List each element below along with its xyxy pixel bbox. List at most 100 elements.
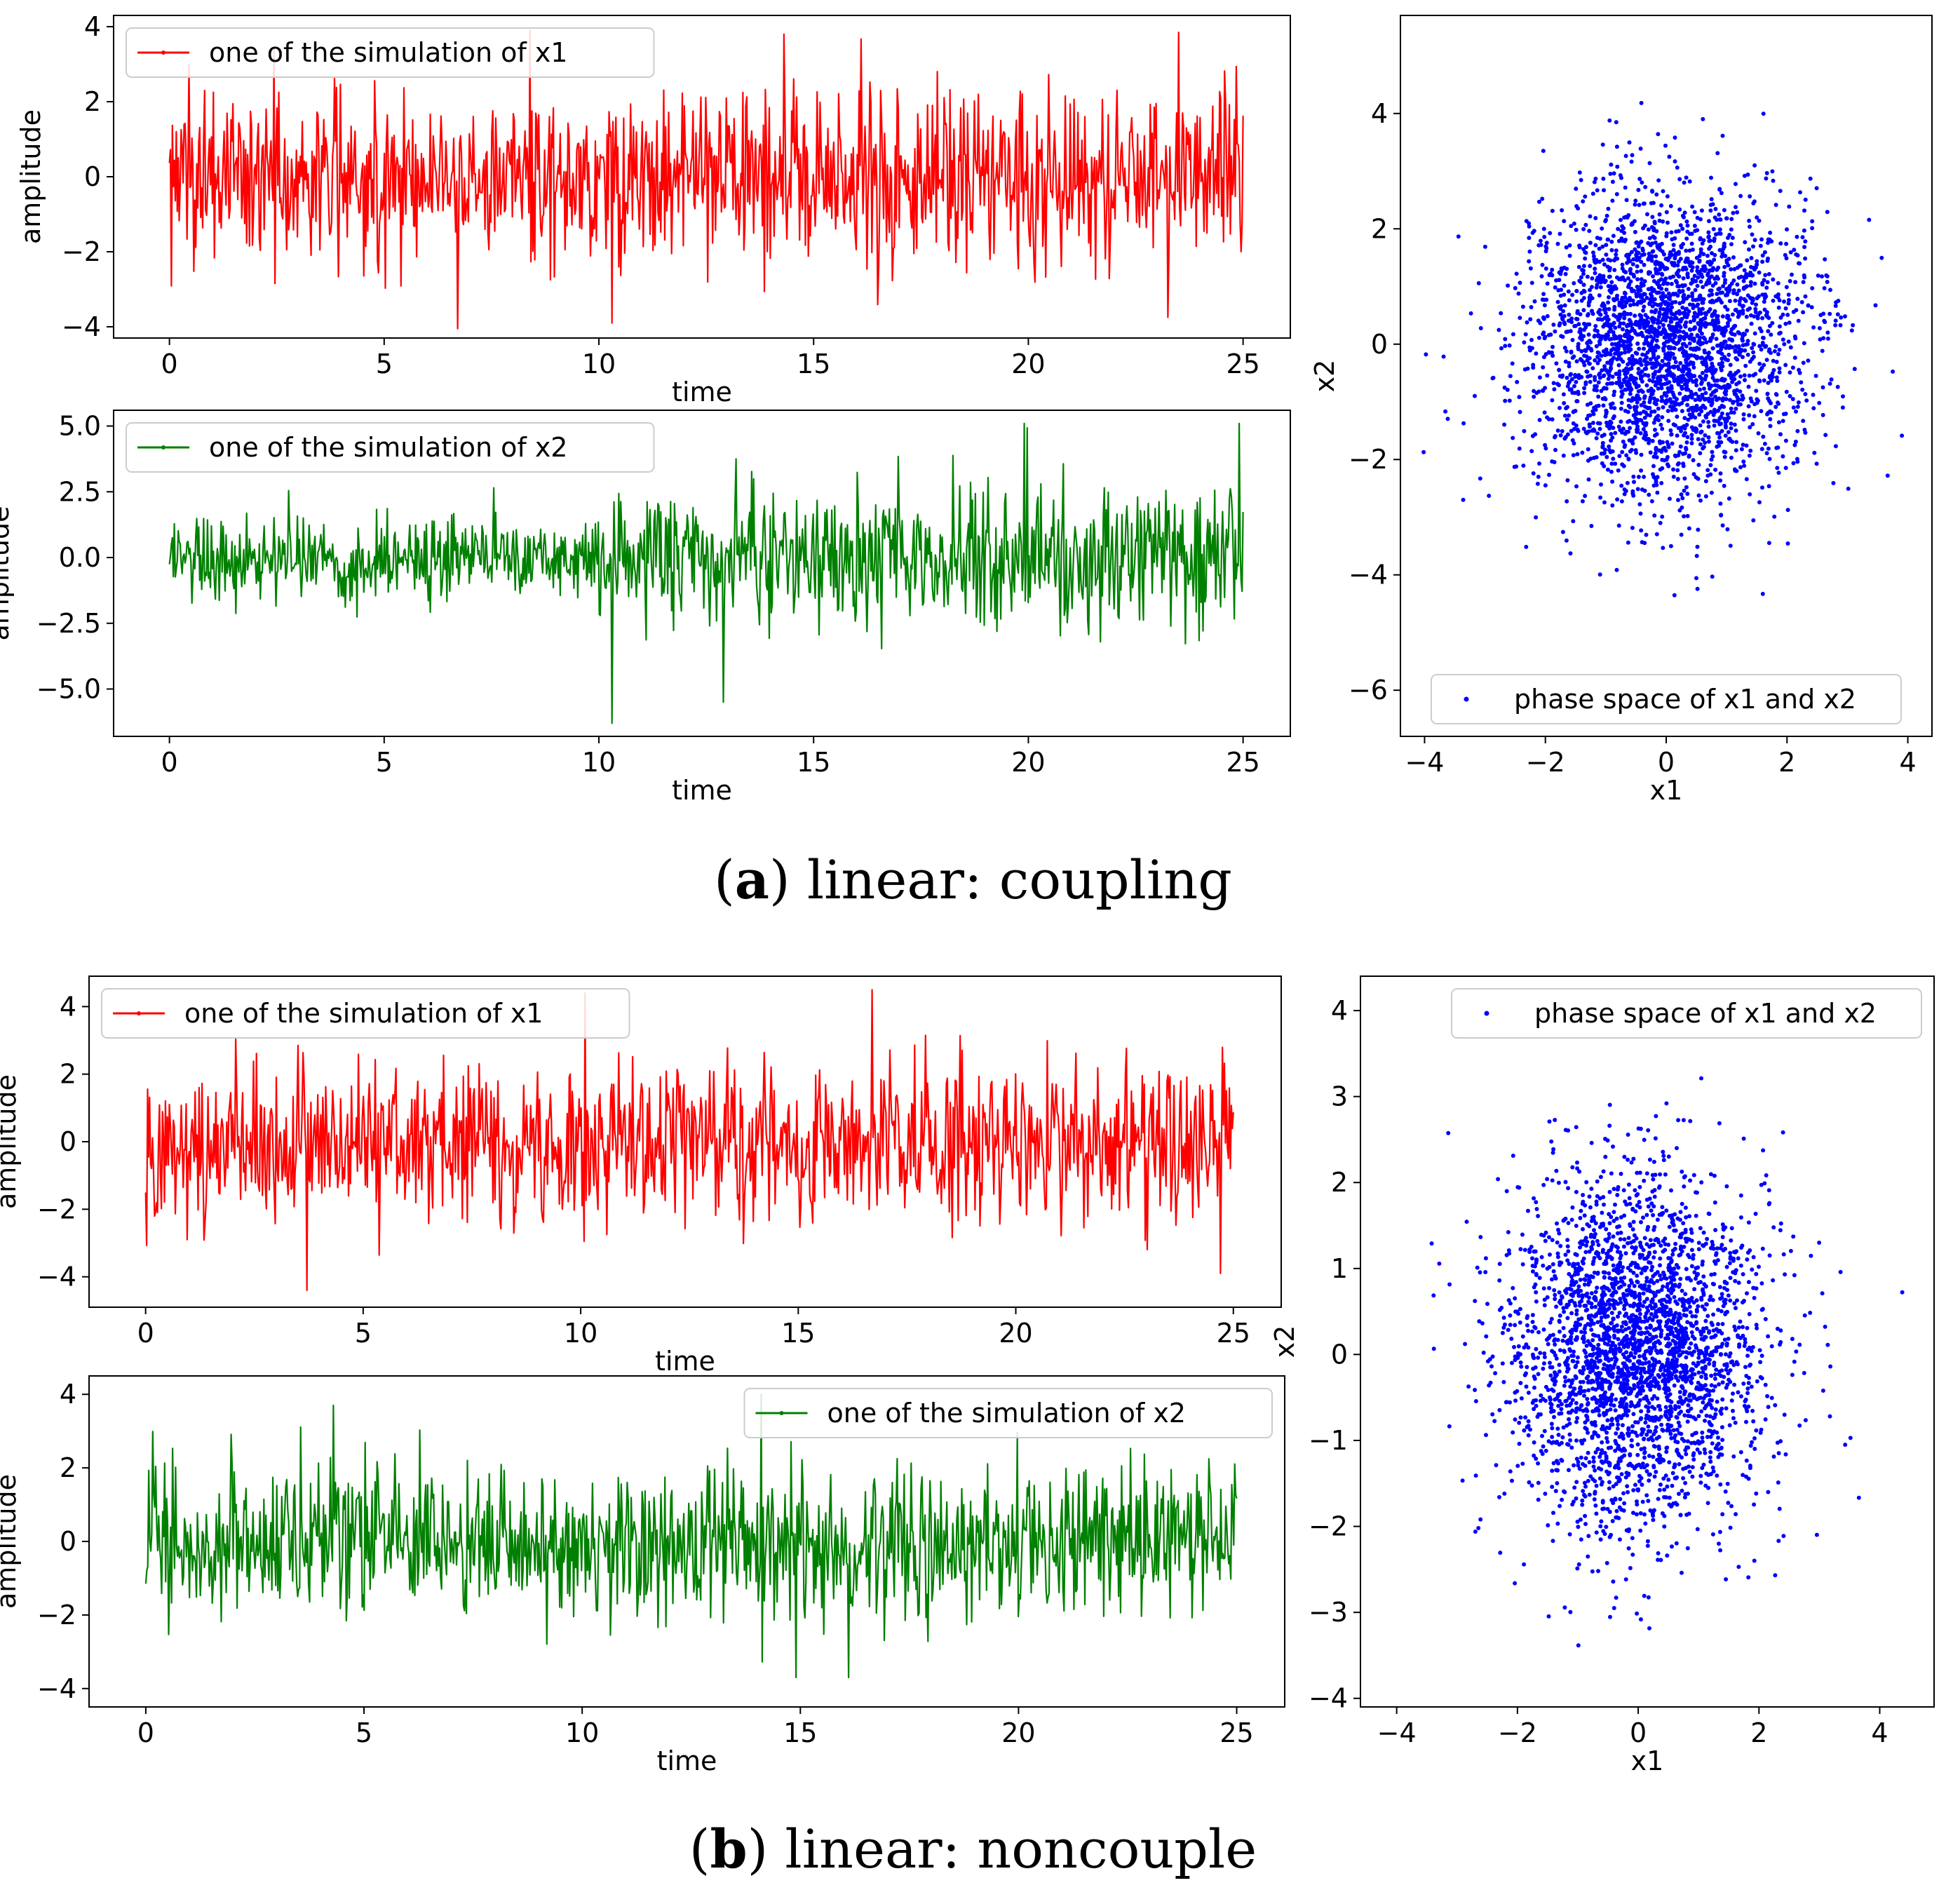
- b_phase-point: [1690, 1264, 1694, 1269]
- a_phase-point: [1720, 412, 1724, 416]
- a_x2-ylabel: amplitude: [0, 506, 15, 640]
- a_phase-point: [1714, 232, 1718, 236]
- a_phase-point: [1778, 370, 1782, 374]
- a_phase-point: [1532, 471, 1536, 475]
- b_phase-point: [1485, 1302, 1489, 1306]
- a_phase-point: [1623, 292, 1628, 296]
- a_phase-point: [1590, 309, 1594, 313]
- b_phase-point: [1584, 1180, 1588, 1184]
- a_phase-point: [1687, 368, 1691, 372]
- b_phase-point: [1561, 1339, 1565, 1343]
- b_phase-ytick-label: −3: [1309, 1597, 1348, 1628]
- a_phase-point: [1517, 395, 1521, 399]
- b_phase-point: [1632, 1220, 1636, 1224]
- a_phase-point: [1612, 268, 1616, 272]
- a_phase-point: [1670, 302, 1674, 306]
- a_phase-point: [1658, 248, 1662, 252]
- a_phase-point: [1682, 337, 1687, 341]
- b_phase-point: [1678, 1277, 1682, 1281]
- b_phase-point: [1776, 1539, 1781, 1543]
- a_phase-point: [1515, 380, 1519, 384]
- a_phase-point: [1798, 190, 1802, 194]
- a_phase-point: [1787, 292, 1791, 297]
- a_phase-point: [1580, 299, 1584, 303]
- b_phase-point: [1656, 1551, 1661, 1555]
- a_phase-point: [1543, 386, 1547, 390]
- b_phase-point: [1541, 1264, 1545, 1268]
- a_phase-point: [1511, 361, 1515, 365]
- a_phase-point: [1726, 236, 1730, 240]
- b_phase-point: [1611, 1519, 1615, 1523]
- a_phase-point: [1682, 330, 1686, 334]
- b_phase-point: [1558, 1363, 1562, 1367]
- b_phase-point: [1635, 1612, 1639, 1616]
- b_phase-point: [1705, 1237, 1709, 1241]
- a_phase-point: [1424, 352, 1428, 356]
- a_phase-point: [1729, 267, 1733, 271]
- a_phase-point: [1811, 325, 1816, 330]
- a_phase-point: [1738, 194, 1743, 198]
- b_phase-point: [1549, 1140, 1553, 1144]
- a_phase-point: [1630, 448, 1634, 452]
- a_phase-point: [1766, 238, 1771, 242]
- b_phase-xtick-label: 2: [1750, 1717, 1767, 1748]
- b_phase-point: [1748, 1312, 1752, 1316]
- a_phase-point: [1635, 277, 1640, 281]
- a_phase-point: [1583, 382, 1588, 386]
- a_phase-point: [1763, 250, 1767, 255]
- a_phase-point: [1508, 398, 1512, 403]
- a_phase-point: [1744, 299, 1748, 303]
- a_phase-point: [1700, 356, 1704, 360]
- a_phase-point: [1658, 521, 1663, 525]
- b_phase-point: [1737, 1325, 1741, 1330]
- a_phase-point: [1647, 302, 1651, 306]
- a_phase-point: [1607, 318, 1611, 322]
- a_phase-point: [1804, 398, 1809, 403]
- a_phase-point: [1604, 397, 1608, 401]
- b_x2-ylabel: amplitude: [0, 1474, 22, 1609]
- b_phase-point: [1745, 1326, 1749, 1330]
- a_phase-point: [1640, 363, 1644, 367]
- a_phase-point: [1483, 245, 1487, 249]
- b_x1-xtick-label: 5: [355, 1318, 372, 1349]
- a_phase-point: [1703, 377, 1707, 382]
- a_phase-point: [1642, 541, 1647, 545]
- a_phase-point: [1601, 142, 1605, 147]
- a_phase-point: [1795, 429, 1799, 433]
- a_phase-point: [1665, 462, 1670, 466]
- b_phase-point: [1689, 1367, 1694, 1371]
- a_phase-point: [1628, 359, 1633, 363]
- b_phase-point: [1548, 1361, 1552, 1365]
- a_phase-point: [1763, 273, 1767, 277]
- a_phase-point: [1759, 237, 1764, 241]
- a_phase-point: [1630, 489, 1635, 494]
- a_phase-point: [1640, 180, 1644, 184]
- b_phase-point: [1759, 1375, 1763, 1379]
- a_phase-point: [1566, 384, 1570, 389]
- a_phase-point: [1722, 271, 1727, 275]
- a_phase-point: [1715, 268, 1719, 272]
- b_x2-legend-label: one of the simulation of x2: [827, 1398, 1186, 1429]
- a_phase-point: [1723, 391, 1727, 395]
- a_phase-ytick-label: 2: [1371, 213, 1388, 244]
- a_phase-point: [1544, 297, 1548, 302]
- b_phase-point: [1604, 1286, 1608, 1290]
- a_phase-point: [1748, 306, 1752, 311]
- a_phase-point: [1513, 286, 1518, 290]
- a_phase-point: [1703, 325, 1708, 329]
- a_x2-xtick-label: 5: [376, 747, 393, 778]
- b_phase-point: [1677, 1312, 1682, 1316]
- a_phase-point: [1585, 354, 1589, 358]
- b_phase-point: [1518, 1307, 1522, 1311]
- a_phase-point: [1511, 436, 1515, 440]
- a_phase-point: [1609, 280, 1614, 284]
- a_phase-point: [1596, 333, 1600, 337]
- b_phase-point: [1519, 1365, 1523, 1369]
- b_phase-point: [1520, 1461, 1525, 1466]
- a_phase-point: [1815, 461, 1819, 466]
- a_phase-point: [1820, 274, 1824, 278]
- b_phase-point: [1638, 1371, 1642, 1375]
- a_phase-point: [1736, 315, 1741, 319]
- b_phase-point: [1534, 1273, 1539, 1277]
- a_phase-point: [1502, 423, 1506, 427]
